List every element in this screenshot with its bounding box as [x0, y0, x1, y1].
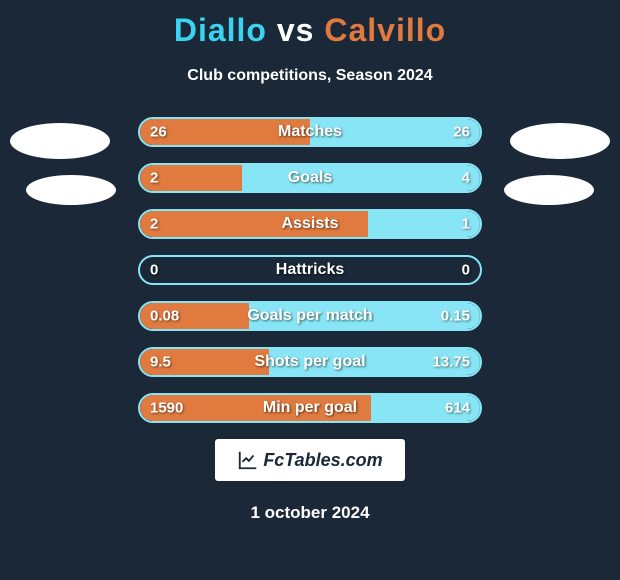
stat-row: 2 4 Goals — [138, 163, 482, 193]
avatar-right-secondary — [504, 175, 594, 205]
stat-label: Min per goal — [263, 399, 357, 417]
stat-label: Shots per goal — [254, 353, 365, 371]
stat-label: Goals — [288, 169, 332, 187]
player-left-name: Diallo — [174, 12, 267, 48]
subtitle: Club competitions, Season 2024 — [0, 67, 620, 85]
stat-label: Goals per match — [247, 307, 372, 325]
stat-value-left: 1590 — [150, 400, 183, 417]
stat-value-left: 2 — [150, 170, 158, 187]
player-right-name: Calvillo — [324, 12, 446, 48]
stat-value-left: 9.5 — [150, 354, 171, 371]
stat-label: Assists — [282, 215, 339, 233]
avatar-left-secondary — [26, 175, 116, 205]
stat-row: 2 1 Assists — [138, 209, 482, 239]
stat-row: 26 26 Matches — [138, 117, 482, 147]
stat-label: Hattricks — [276, 261, 344, 279]
watermark: FcTables.com — [215, 439, 405, 481]
stat-label: Matches — [278, 123, 342, 141]
stat-value-left: 0 — [150, 262, 158, 279]
stat-value-right: 0.15 — [441, 308, 470, 325]
comparison-title: Diallo vs Calvillo — [0, 0, 620, 49]
stat-row: 0 0 Hattricks — [138, 255, 482, 285]
chart-area: 26 26 Matches 2 4 Goals 2 1 Assists 0 0 Hattricks 0.… — [0, 117, 620, 423]
chart-icon — [237, 449, 259, 471]
stat-value-right: 0 — [462, 262, 470, 279]
stat-value-right: 1 — [462, 216, 470, 233]
stat-row: 9.5 13.75 Shots per goal — [138, 347, 482, 377]
stat-value-right: 4 — [462, 170, 470, 187]
stats-bars: 26 26 Matches 2 4 Goals 2 1 Assists 0 0 Hattricks 0.… — [138, 117, 482, 423]
avatar-right-primary — [510, 123, 610, 159]
avatar-left-primary — [10, 123, 110, 159]
stat-value-right: 614 — [445, 400, 470, 417]
stat-row: 0.08 0.15 Goals per match — [138, 301, 482, 331]
vs-text: vs — [277, 12, 315, 48]
stat-value-left: 0.08 — [150, 308, 179, 325]
stat-value-right: 26 — [453, 124, 470, 141]
stat-value-left: 26 — [150, 124, 167, 141]
stat-value-left: 2 — [150, 216, 158, 233]
date-text: 1 october 2024 — [0, 503, 620, 523]
stat-value-right: 13.75 — [432, 354, 470, 371]
stat-row: 1590 614 Min per goal — [138, 393, 482, 423]
bar-fill-right — [242, 165, 480, 191]
watermark-text: FcTables.com — [263, 450, 382, 471]
